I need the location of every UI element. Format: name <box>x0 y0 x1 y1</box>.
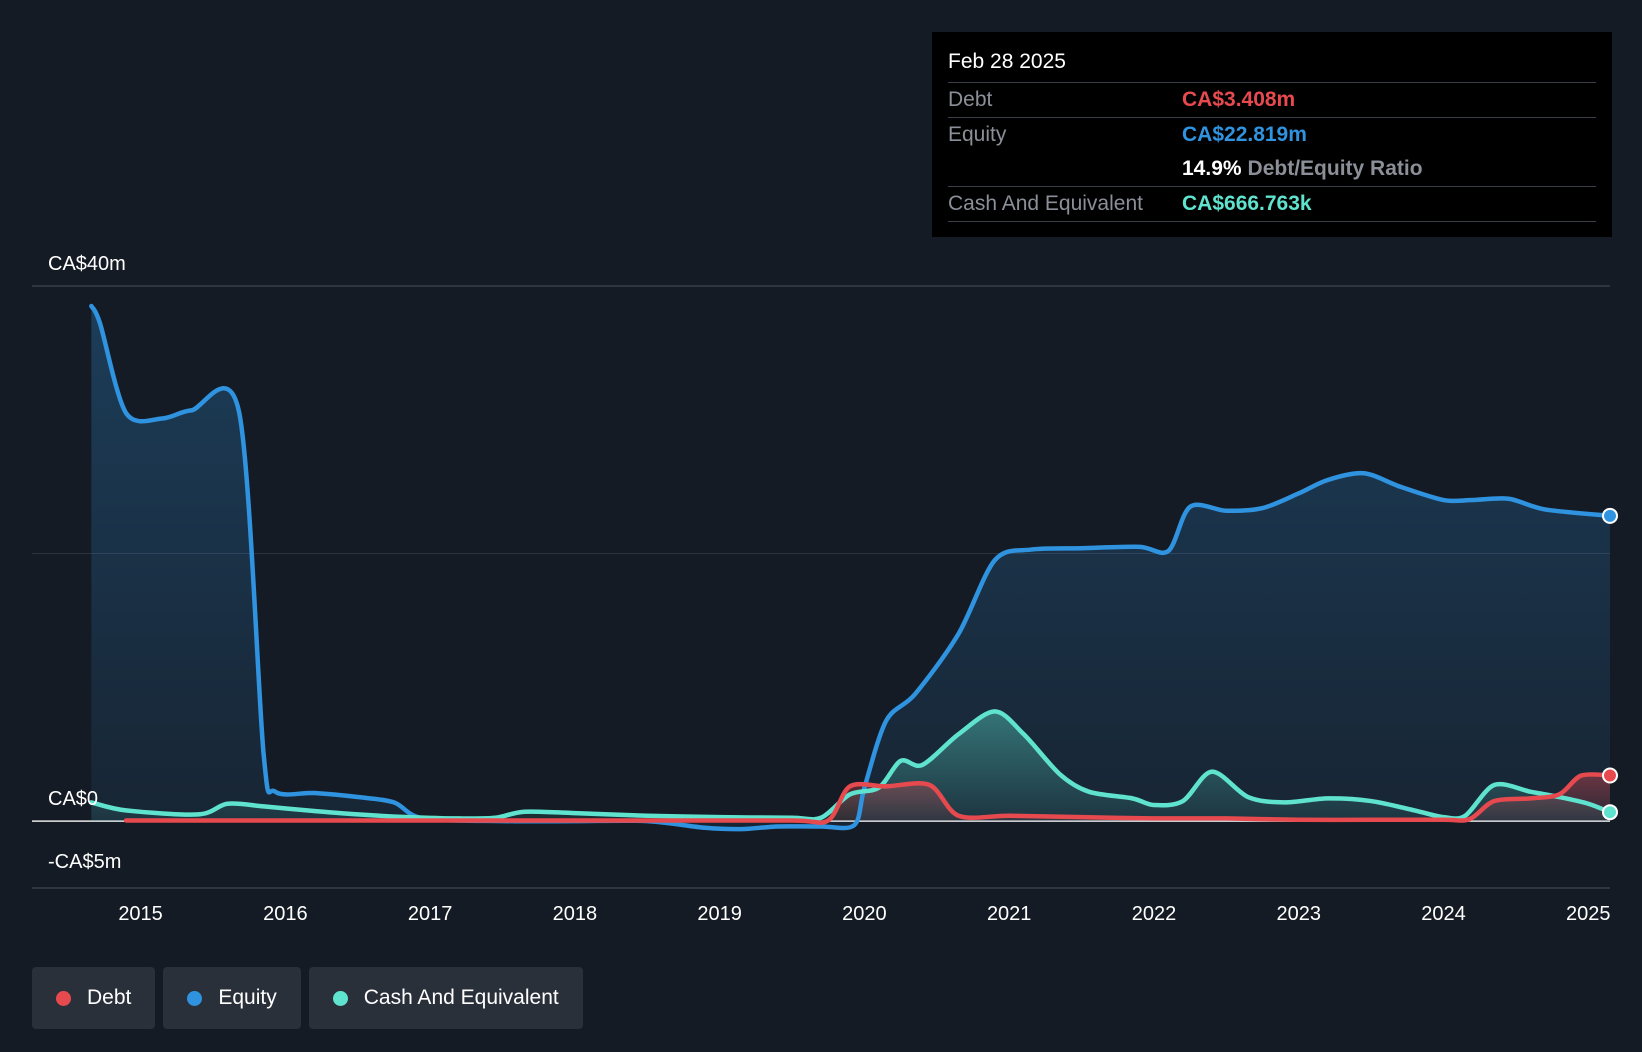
legend-item-equity[interactable]: Equity <box>163 967 301 1029</box>
y-tick-label: -CA$5m <box>48 851 121 873</box>
x-tick-label: 2015 <box>118 903 163 925</box>
tooltip-debt-value: CA$3.408m <box>1182 88 1296 111</box>
tooltip-date: Feb 28 2025 <box>948 46 1596 83</box>
tooltip-debt-label: Debt <box>948 88 993 111</box>
x-tick-label: 2022 <box>1132 903 1177 925</box>
cash-area <box>91 711 1611 822</box>
tooltip-cash-label: Cash And Equivalent <box>948 192 1143 215</box>
cash-end-marker <box>1602 804 1618 821</box>
equity-area <box>91 306 1611 830</box>
tooltip-ratio-value: 14.9% <box>1182 157 1242 180</box>
x-tick-label: 2021 <box>987 903 1032 925</box>
x-tick-label: 2024 <box>1421 903 1466 925</box>
debt-area <box>126 774 1610 823</box>
x-tick-label: 2018 <box>553 903 598 925</box>
legend-cash-label: Cash And Equivalent <box>363 986 559 1009</box>
y-tick-label: CA$40m <box>48 253 126 275</box>
tooltip-cash-value: CA$666.763k <box>1182 192 1312 215</box>
cash-dot-icon <box>332 990 348 1006</box>
tooltip-panel: Feb 28 2025 Debt CA$3.408m Equity CA$22.… <box>932 32 1612 237</box>
tooltip-equity-row: Equity CA$22.819m <box>948 118 1596 152</box>
debt-line <box>123 772 1613 825</box>
legend-item-debt[interactable]: Debt <box>32 967 156 1029</box>
tooltip-cash-row: Cash And Equivalent CA$666.763k <box>948 187 1596 222</box>
series-areas <box>91 306 1611 830</box>
x-tick-label: 2019 <box>697 903 742 925</box>
y-axis-labels: CA$40m CA$0 -CA$5m <box>48 253 126 873</box>
debt-end-marker <box>1602 767 1618 784</box>
tooltip-equity-label: Equity <box>948 123 1007 146</box>
equity-dot-icon <box>187 990 203 1006</box>
legend: Debt Equity Cash And Equivalent <box>32 967 583 1029</box>
tooltip-equity-value: CA$22.819m <box>1182 123 1307 146</box>
x-tick-label: 2020 <box>842 903 887 925</box>
y-tick-label: CA$0 <box>48 788 98 810</box>
x-axis-labels: 2015 2016 2017 2018 2019 2020 2021 2022 2023 2024… <box>118 903 1610 925</box>
x-tick-label: 2023 <box>1276 903 1321 925</box>
legend-debt-label: Debt <box>87 986 132 1009</box>
equity-line <box>89 303 1613 832</box>
legend-equity-label: Equity <box>218 986 277 1009</box>
x-tick-label: 2016 <box>263 903 308 925</box>
cash-line <box>89 709 1613 822</box>
x-tick-label: 2025 <box>1566 903 1611 925</box>
x-tick-label: 2017 <box>408 903 453 925</box>
legend-item-cash[interactable]: Cash And Equivalent <box>308 967 583 1029</box>
tooltip-ratio-row: 14.9% Debt/Equity Ratio <box>948 152 1596 187</box>
end-markers <box>1602 507 1618 821</box>
tooltip-ratio-spacer <box>948 152 1182 186</box>
series-lines <box>89 303 1613 832</box>
debt-dot-icon <box>56 990 71 1006</box>
tooltip-debt-row: Debt CA$3.408m <box>948 83 1596 118</box>
tooltip-ratio-label: Debt/Equity Ratio <box>1247 157 1423 180</box>
equity-end-marker <box>1602 507 1618 524</box>
